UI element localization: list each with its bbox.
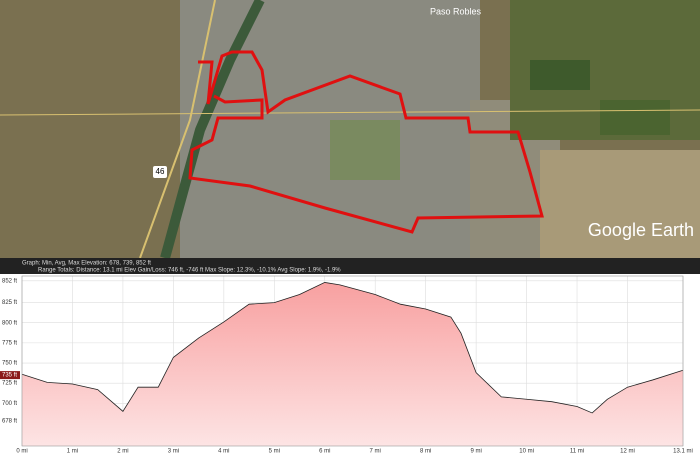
x-tick-label: 11 mi — [570, 449, 584, 454]
x-tick-label: 13.1 mi — [673, 449, 693, 454]
chart-subtitle: Range Totals: Distance: 13.1 mi Elev Gai… — [38, 268, 341, 274]
x-tick-label: 1 mi — [67, 449, 78, 454]
x-tick-label: 12 mi — [620, 449, 635, 454]
highway — [139, 0, 216, 258]
y-tick-label: 725 ft — [2, 381, 17, 387]
marker-box — [0, 371, 20, 380]
marker-label: 735 ft — [2, 373, 17, 379]
route — [188, 50, 544, 234]
x-tick-label: 10 mi — [519, 449, 534, 454]
y-tick-label: 852 ft — [2, 278, 17, 284]
x-tick-label: 6 mi — [319, 449, 330, 454]
x-tick-label: 8 mi — [420, 449, 431, 454]
highway-shield — [153, 166, 167, 178]
y-tick-label: 800 ft — [2, 320, 17, 326]
chart-title: Graph: Min, Avg, Max Elevation: 678, 739… — [22, 261, 151, 267]
y-tick-label: 775 ft — [2, 340, 17, 346]
place-label: Paso Robles — [430, 6, 482, 16]
golf-course — [330, 120, 400, 180]
y-tick-label: 678 ft — [2, 419, 17, 425]
y-tick-label: 825 ft — [2, 300, 17, 306]
elevation-profile: Graph: Min, Avg, Max Elevation: 678, 739… — [0, 258, 700, 454]
field — [600, 100, 670, 135]
plot-frame — [21, 275, 684, 447]
x-tick-label: 0 mi — [16, 449, 27, 454]
x-tick-label: 5 mi — [269, 449, 280, 454]
y-tick-label: 750 ft — [2, 361, 17, 367]
elevation-line — [21, 282, 684, 414]
elevation-area — [22, 282, 683, 446]
x-tick-label: 4 mi — [218, 449, 229, 454]
x-tick-label: 9 mi — [470, 449, 481, 454]
road — [0, 109, 700, 116]
x-tick-label: 3 mi — [168, 449, 179, 454]
satellite-map: Paso Robles 46 Google Earth — [0, 0, 700, 258]
field — [530, 60, 590, 90]
logo: Google Earth — [588, 220, 694, 240]
x-tick-label: 2 mi — [117, 449, 128, 454]
farmland — [540, 150, 700, 258]
y-tick-label: 700 ft — [2, 401, 17, 407]
x-tick-label: 7 mi — [370, 449, 381, 454]
highway-label: 46 — [156, 167, 165, 176]
profile-header — [0, 258, 700, 274]
